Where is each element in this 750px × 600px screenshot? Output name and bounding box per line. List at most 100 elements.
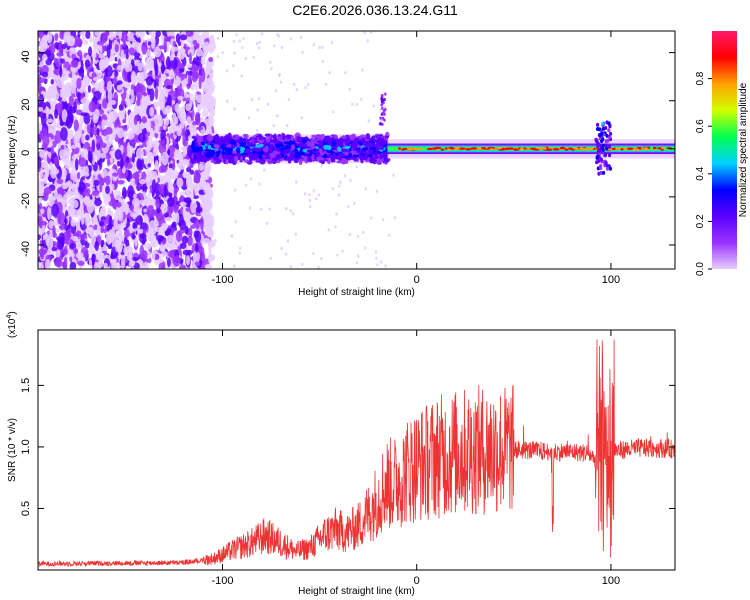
heatmap-cell [70, 218, 77, 227]
heatmap-cell [99, 58, 105, 70]
heatmap-cell [58, 40, 63, 55]
heatmap-cell [98, 247, 106, 252]
heatmap-cell [487, 147, 491, 150]
heatmap-cell [134, 237, 138, 247]
heatmap-cell [137, 37, 141, 43]
x-tick-label: 0 [414, 274, 420, 286]
heatmap-cell [604, 161, 608, 166]
heatmap-cell [114, 43, 119, 53]
heatmap-cell [103, 262, 108, 269]
heatmap-cell [193, 92, 198, 100]
heatmap-cell [73, 119, 79, 132]
heatmap-cell [192, 250, 200, 264]
heatmap-cell [196, 35, 201, 42]
heatmap-cell [382, 109, 386, 113]
heatmap-cell [295, 180, 298, 184]
heatmap-cell [178, 153, 184, 163]
heatmap-cell [85, 134, 90, 141]
heatmap-cell [84, 216, 92, 228]
heatmap-cell [364, 187, 367, 191]
heatmap-cell [107, 88, 113, 103]
heatmap-cell [379, 122, 382, 126]
heatmap-cell [72, 208, 81, 218]
heatmap-cell [153, 57, 158, 72]
heatmap-cell [198, 163, 205, 171]
heatmap-cell [223, 135, 230, 141]
heatmap-frame [37, 30, 676, 270]
heatmap-cell [158, 94, 166, 108]
heatmap-cell [362, 230, 365, 234]
heatmap-cell [274, 89, 278, 93]
heatmap-cell [170, 90, 178, 101]
heatmap-cell [98, 54, 105, 59]
heatmap-cell [319, 157, 325, 161]
heatmap-cell [193, 230, 199, 239]
heatmap-cell [356, 145, 362, 148]
heatmap-cell [607, 128, 611, 133]
heatmap-cell [247, 116, 251, 120]
heatmap-cell [205, 94, 214, 102]
heatmap-cell [91, 190, 100, 196]
heatmap-cell [210, 157, 214, 163]
heatmap-cell [201, 175, 205, 187]
heatmap-cell [174, 116, 179, 125]
heatmap-cell [311, 140, 315, 147]
heatmap-cell [263, 152, 269, 157]
heatmap-cell [38, 182, 42, 187]
heatmap-cell [325, 157, 330, 163]
x-axis-label: Height of straight line (km) [298, 586, 415, 597]
heatmap-cell [281, 133, 286, 141]
colorbar-tick-label: 0.6 [695, 119, 706, 133]
heatmap-cell [149, 234, 158, 246]
heatmap-cell [172, 255, 181, 267]
heatmap-cell [51, 168, 60, 175]
heatmap-cell [167, 196, 175, 208]
heatmap-cell [342, 146, 349, 150]
heatmap-cell [347, 146, 351, 149]
heatmap-cell [61, 92, 68, 103]
heatmap-cell [233, 51, 236, 55]
heatmap-cell [124, 62, 133, 73]
heatmap-cell [353, 201, 356, 205]
heatmap-cell [179, 34, 188, 41]
heatmap-cell [335, 156, 340, 159]
heatmap-cell [336, 253, 339, 257]
heatmap-cell [59, 64, 63, 78]
heatmap-cell [253, 137, 257, 140]
heatmap-cell [63, 34, 70, 43]
heatmap-cell [122, 125, 126, 130]
heatmap-cell [96, 40, 105, 46]
heatmap-cell [376, 263, 379, 267]
heatmap-cell [379, 116, 382, 120]
y-tick-label: 0 [20, 150, 32, 156]
heatmap-cell [384, 92, 387, 96]
heatmap-cell [201, 109, 209, 118]
heatmap-cell [38, 220, 43, 229]
heatmap-cell [167, 257, 171, 268]
heatmap-cell [122, 119, 127, 124]
heatmap-cell [41, 180, 45, 191]
heatmap-cell [599, 157, 603, 162]
heatmap-cell [204, 264, 213, 269]
heatmap-cell [572, 147, 579, 150]
heatmap-cell [363, 31, 366, 35]
heatmap-cell [137, 62, 143, 72]
x-tick-label: 0 [414, 575, 420, 587]
heatmap-cell [203, 149, 210, 152]
heatmap-cell [155, 156, 160, 161]
heatmap-cell [195, 48, 203, 57]
heatmap-cell [596, 144, 600, 149]
heatmap-cell [142, 261, 150, 269]
heatmap-cell [244, 56, 248, 61]
heatmap-cell [203, 237, 211, 245]
heatmap-cell [147, 41, 152, 46]
heatmap-cell [369, 156, 376, 163]
heatmap-cell [179, 219, 187, 231]
heatmap-cell [321, 45, 324, 50]
heatmap-cell [96, 222, 101, 237]
heatmap-cell [173, 185, 178, 199]
heatmap-cell [117, 160, 121, 167]
heatmap-cell [601, 121, 605, 126]
heatmap-cell [371, 135, 379, 139]
